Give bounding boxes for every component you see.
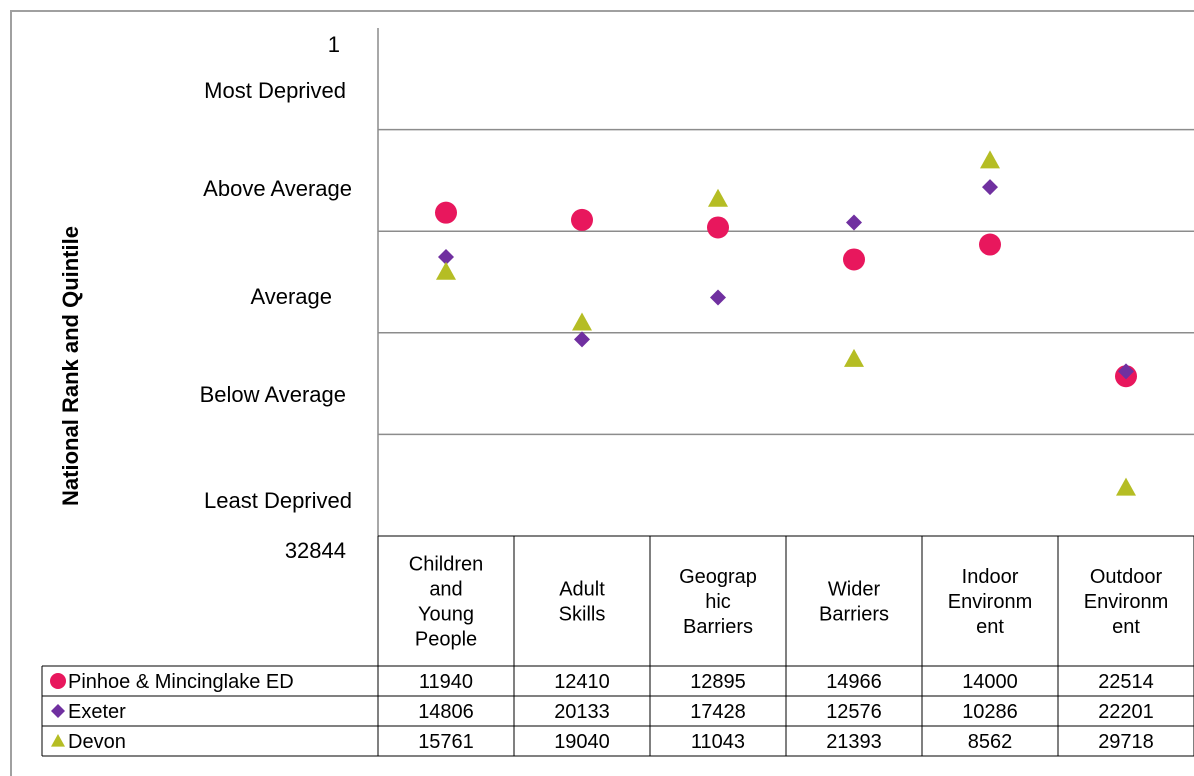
- data-point-triangle: [844, 348, 864, 367]
- legend-series-name: Pinhoe & Mincinglake ED: [68, 671, 294, 693]
- category-label: Outdoor Environm ent: [1084, 566, 1168, 638]
- y-bottom-value: 32844: [285, 538, 346, 563]
- table-cell-value: 21393: [826, 731, 882, 753]
- category-label-line: Environm: [1084, 591, 1168, 613]
- y-band-label: Most Deprived: [204, 78, 346, 103]
- data-point-diamond: [438, 248, 454, 265]
- table-cell-value: 22201: [1098, 701, 1154, 723]
- data-point-circle: [435, 201, 457, 224]
- chart-frame: [10, 10, 1194, 776]
- data-point-triangle: [1116, 477, 1136, 496]
- table-cell-value: 12576: [826, 701, 882, 723]
- category-label-line: Environm: [948, 591, 1032, 613]
- data-point-diamond: [846, 214, 862, 231]
- table-cell-value: 11043: [691, 731, 745, 753]
- y-band-label: Average: [250, 284, 332, 309]
- data-point-triangle: [572, 312, 592, 331]
- category-label: Children and Young People: [409, 554, 483, 651]
- category-label-line: Indoor: [962, 566, 1019, 588]
- legend-diamond-icon: [51, 704, 65, 718]
- category-label-line: Outdoor: [1090, 566, 1163, 588]
- table-cell-value: 8562: [968, 731, 1013, 753]
- data-point-diamond: [710, 289, 726, 306]
- table-cell-value: 19040: [554, 731, 610, 753]
- category-label-line: Children: [409, 554, 483, 576]
- category-label-line: Wider: [828, 579, 881, 601]
- legend-triangle-icon: [51, 734, 65, 747]
- category-label-line: People: [415, 629, 477, 651]
- category-label-line: and: [429, 579, 462, 601]
- table-cell-value: 11940: [419, 671, 473, 693]
- table-cell-value: 12895: [690, 671, 746, 693]
- category-label: Wider Barriers: [819, 579, 889, 626]
- table-cell-value: 29718: [1098, 731, 1154, 753]
- data-point-circle: [843, 248, 865, 271]
- table-cell-value: 22514: [1098, 671, 1154, 693]
- data-point-triangle: [436, 261, 456, 280]
- category-label-line: Barriers: [683, 616, 753, 638]
- table-cell-value: 12410: [554, 671, 610, 693]
- y-band-label: Least Deprived: [204, 488, 352, 513]
- table-cell-value: 20133: [554, 701, 610, 723]
- table-cell-value: 17428: [690, 701, 746, 723]
- category-label-line: Barriers: [819, 604, 889, 626]
- table-cell-value: 14806: [418, 701, 474, 723]
- data-point-diamond: [574, 331, 590, 348]
- data-point-diamond: [982, 179, 998, 196]
- category-label: Indoor Environm ent: [948, 566, 1032, 638]
- legend-series-name: Devon: [68, 731, 126, 753]
- category-label-line: ent: [976, 616, 1004, 638]
- category-label-line: Adult: [559, 579, 605, 601]
- legend-series-name: Exeter: [68, 701, 126, 723]
- legend-circle-icon: [50, 673, 66, 689]
- y-top-value: 1: [328, 32, 340, 57]
- category-label-line: hic: [705, 591, 731, 613]
- category-label: Geograp hic Barriers: [679, 566, 757, 638]
- data-point-circle: [707, 216, 729, 239]
- table-cell-value: 15761: [418, 731, 474, 753]
- table-cell-value: 14000: [962, 671, 1018, 693]
- data-point-circle: [571, 208, 593, 231]
- data-point-triangle: [980, 150, 1000, 169]
- category-label-line: Skills: [559, 604, 606, 626]
- data-point-circle: [979, 233, 1001, 256]
- category-label-line: Geograp: [679, 566, 757, 588]
- y-band-label: Below Average: [200, 382, 346, 407]
- y-band-label: Above Average: [203, 176, 352, 201]
- table-cell-value: 10286: [962, 701, 1018, 723]
- data-point-triangle: [708, 188, 728, 207]
- data-point-diamond: [1118, 363, 1134, 380]
- table-cell-value: 14966: [826, 671, 882, 693]
- y-axis-title: National Rank and Quintile: [58, 226, 83, 506]
- category-label-line: Young: [418, 604, 474, 626]
- category-label-line: ent: [1112, 616, 1140, 638]
- category-label: Adult Skills: [559, 579, 606, 626]
